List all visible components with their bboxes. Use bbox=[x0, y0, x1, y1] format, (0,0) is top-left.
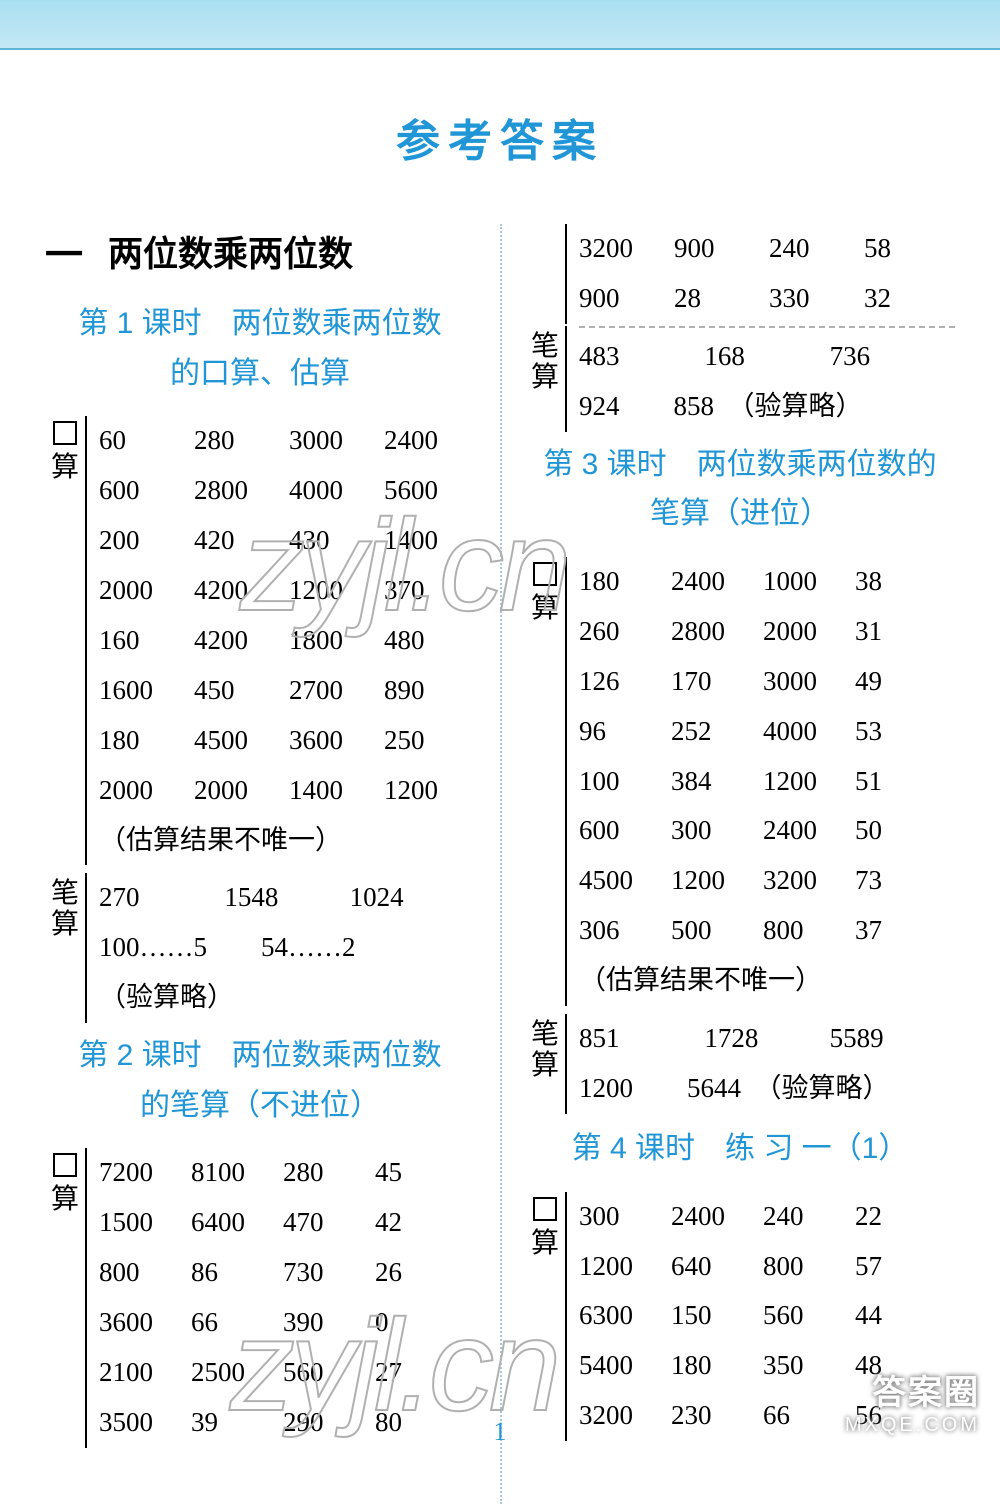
kousuan-label: 算 bbox=[45, 1148, 85, 1448]
badge-title: 答案圈 bbox=[845, 1365, 980, 1414]
table-row: 2100250056027 bbox=[99, 1348, 475, 1398]
lesson4-title: 第 4 课时 练 习 一（1） bbox=[525, 1124, 955, 1174]
lesson1-bisuan: 笔算 270 1548 1024 100……5 54……2 （验算略） bbox=[45, 873, 475, 1023]
kousuan-label: 算 bbox=[525, 557, 565, 1006]
table-row: 16042001800480 bbox=[99, 616, 479, 666]
table-row: 6028030002400 bbox=[99, 416, 479, 466]
column-divider bbox=[500, 224, 502, 1504]
table-row: 924 858 （验算略） bbox=[579, 382, 955, 432]
table-row: 8008673026 bbox=[99, 1248, 475, 1298]
table-row: 851 1728 5589 bbox=[579, 1014, 955, 1064]
table-row: 100……5 54……2 bbox=[99, 923, 475, 973]
table-row: 630015056044 bbox=[579, 1291, 955, 1341]
bisuan-body: 270 1548 1024 100……5 54……2 （验算略） bbox=[85, 873, 475, 1023]
badge-url: MXQE.COM bbox=[845, 1414, 980, 1437]
bisuan-label: 笔算 bbox=[45, 873, 85, 1023]
right-column: 3200900240589002833032 笔算 483 168 736 92… bbox=[500, 224, 965, 1456]
table-row: 270 1548 1024 bbox=[99, 873, 475, 923]
table-row: 30650080037 bbox=[579, 906, 955, 956]
source-badge: 答案圈 MXQE.COM bbox=[845, 1365, 980, 1437]
table-row: 126170300049 bbox=[579, 657, 955, 707]
bisuan-label: 笔算 bbox=[525, 326, 565, 432]
note: （验算略） bbox=[99, 973, 475, 1023]
table-row: 2602800200031 bbox=[579, 607, 955, 657]
lesson1-kousuan: 算 60280300024006002800400056002004204301… bbox=[45, 416, 475, 865]
chapter-number: 一 bbox=[45, 224, 83, 279]
spacer bbox=[525, 224, 565, 324]
table-row: 1802400100038 bbox=[579, 557, 955, 607]
lesson2-title: 第 2 课时 两位数乘两位数 的笔算（不进位） bbox=[45, 1031, 475, 1130]
top-banner bbox=[0, 0, 1000, 50]
page-title: 参考答案 bbox=[0, 105, 1000, 169]
table-row: 2004204301400 bbox=[99, 516, 479, 566]
kousuan-body: 1802400100038260280020003112617030004996… bbox=[565, 557, 955, 1006]
kousuan-body: 3200900240589002833032 bbox=[565, 224, 959, 324]
bisuan-label: 笔算 bbox=[525, 1014, 565, 1114]
kousuan-body: 7200810028045150064004704280086730263600… bbox=[85, 1148, 475, 1448]
chapter-title: 一 两位数乘两位数 bbox=[45, 224, 475, 279]
table-row: 9002833032 bbox=[579, 274, 959, 324]
note: （估算结果不唯一） bbox=[99, 816, 479, 866]
bisuan-body: 851 1728 5589 1200 5644 （验算略） bbox=[565, 1014, 955, 1114]
chapter-text: 两位数乘两位数 bbox=[108, 226, 353, 277]
bisuan-body: 483 168 736 924 858 （验算略） bbox=[565, 326, 955, 432]
table-row: 18045003600250 bbox=[99, 716, 479, 766]
kousuan-label: 算 bbox=[45, 416, 85, 865]
lesson2cont-kousuan: 3200900240589002833032 bbox=[525, 224, 955, 324]
table-row: 1500640047042 bbox=[99, 1198, 475, 1248]
lesson2cont-bisuan: 笔算 483 168 736 924 858 （验算略） bbox=[525, 326, 955, 432]
lesson3-kousuan: 算 18024001000382602800200031126170300049… bbox=[525, 557, 955, 1006]
kousuan-body: 6028030002400600280040005600200420430140… bbox=[85, 416, 479, 865]
table-row: 1200 5644 （验算略） bbox=[579, 1064, 955, 1114]
table-row: 483 168 736 bbox=[579, 332, 955, 382]
table-row: 120064080057 bbox=[579, 1242, 955, 1292]
table-row: 16004502700890 bbox=[99, 666, 479, 716]
table-row: 96252400053 bbox=[579, 707, 955, 757]
table-row: 45001200320073 bbox=[579, 856, 955, 906]
table-row: 600300240050 bbox=[579, 806, 955, 856]
table-row: 3600663900 bbox=[99, 1298, 475, 1348]
table-row: 600280040005600 bbox=[99, 466, 479, 516]
lesson3-title: 第 3 课时 两位数乘两位数的 笔算（进位） bbox=[525, 440, 955, 539]
content-columns: 一 两位数乘两位数 第 1 课时 两位数乘两位数 的口算、估算 算 602803… bbox=[0, 224, 1000, 1456]
table-row: 100384120051 bbox=[579, 757, 955, 807]
lesson2-kousuan: 算 72008100280451500640047042800867302636… bbox=[45, 1148, 475, 1448]
table-row: 300240024022 bbox=[579, 1192, 955, 1242]
table-row: 7200810028045 bbox=[99, 1148, 475, 1198]
lesson1-title: 第 1 课时 两位数乘两位数 的口算、估算 bbox=[45, 299, 475, 398]
kousuan-label: 算 bbox=[525, 1192, 565, 1442]
lesson3-bisuan: 笔算 851 1728 5589 1200 5644 （验算略） bbox=[525, 1014, 955, 1114]
table-row: 200042001200370 bbox=[99, 566, 479, 616]
dash-divider bbox=[579, 326, 955, 328]
table-row: 320090024058 bbox=[579, 224, 959, 274]
left-column: 一 两位数乘两位数 第 1 课时 两位数乘两位数 的口算、估算 算 602803… bbox=[35, 224, 500, 1456]
note: （估算结果不唯一） bbox=[579, 956, 955, 1006]
table-row: 2000200014001200 bbox=[99, 766, 479, 816]
